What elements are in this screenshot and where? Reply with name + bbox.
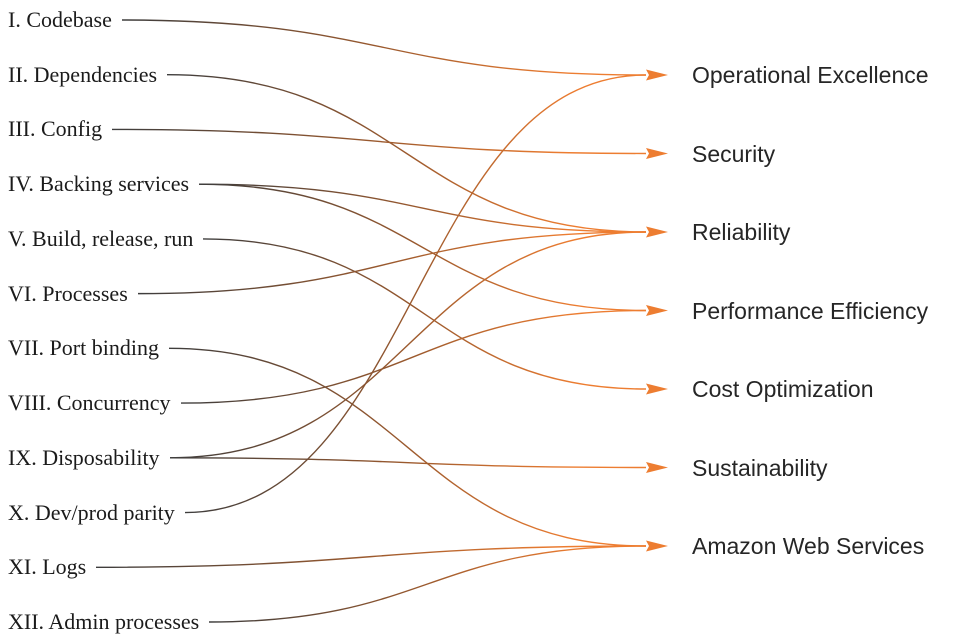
factor-label: VI. Processes — [8, 280, 128, 306]
factor-label: VII. Port binding — [8, 335, 159, 361]
factor-label: IV. Backing services — [8, 171, 190, 197]
factor-label: XI. Logs — [8, 554, 87, 580]
connector-line — [198, 183, 647, 233]
connector-line — [111, 128, 647, 155]
connector-line — [166, 74, 647, 233]
connector-line — [121, 19, 647, 76]
factor-label: I. Codebase — [8, 7, 112, 32]
pillar-label: Operational Excellence — [692, 62, 929, 88]
arrowhead-icon — [646, 148, 668, 159]
arrowhead-icon — [646, 383, 668, 395]
arrowhead-icon — [646, 462, 668, 473]
connector-line — [137, 231, 647, 295]
connector-line — [208, 545, 647, 623]
connector-line — [180, 309, 647, 404]
factor-label: XII. Admin processes — [8, 608, 200, 634]
factor-label: IX. Disposability — [8, 444, 160, 470]
connector-line — [169, 231, 647, 459]
arrowhead-icon — [646, 305, 668, 316]
pillar-label: Amazon Web Services — [692, 533, 925, 559]
pillar-label: Reliability — [692, 219, 791, 245]
arrowhead-icon — [646, 540, 668, 552]
connector-line — [168, 347, 647, 547]
connector-line — [95, 545, 647, 568]
arrowhead-icon — [646, 226, 668, 238]
connector-line — [184, 74, 647, 514]
factor-label: VIII. Concurrency — [8, 390, 171, 416]
pillar-label: Sustainability — [692, 454, 828, 481]
connector-line — [198, 183, 647, 312]
factor-label: X. Dev/prod parity — [8, 499, 175, 525]
pillar-label: Security — [692, 140, 776, 167]
connector-line — [202, 238, 647, 390]
pillar-label: Cost Optimization — [692, 376, 874, 402]
connector-lines-group — [95, 19, 647, 623]
arrowhead-icon — [646, 69, 668, 81]
factor-label: III. Config — [8, 116, 103, 142]
pillar-label: Performance Efficiency — [692, 297, 929, 324]
factor-label: II. Dependencies — [8, 61, 158, 87]
factor-label: V. Build, release, run — [8, 225, 194, 251]
arrowheads-group — [646, 69, 668, 552]
connector-line — [169, 457, 647, 469]
